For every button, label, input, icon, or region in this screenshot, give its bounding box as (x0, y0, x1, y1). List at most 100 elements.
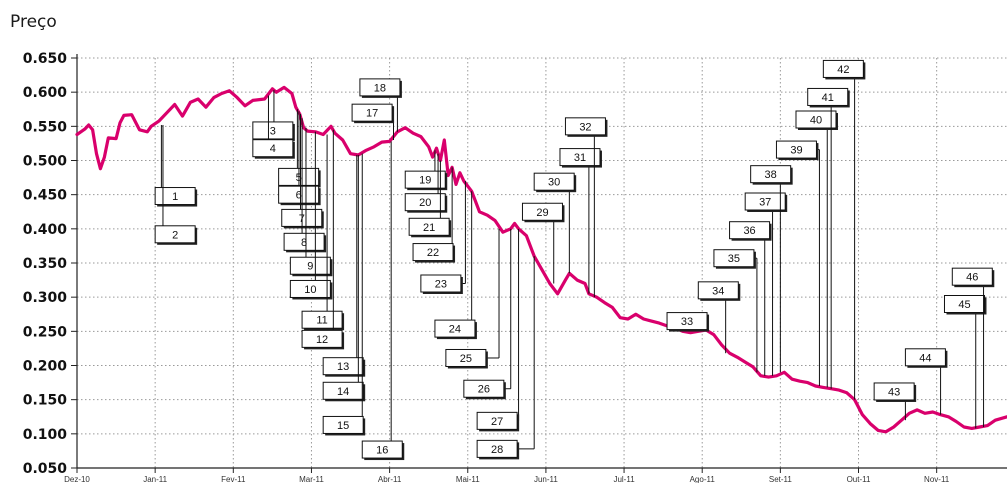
annotation-box (322, 357, 364, 376)
annotation-label: 29 (536, 207, 548, 219)
annotation-callout: 44 (904, 348, 948, 415)
annotation-box (463, 379, 505, 398)
annotation-label: 21 (423, 222, 435, 234)
annotation-callout: 8 (283, 118, 327, 253)
annotation-callout: 45 (943, 295, 987, 429)
annotation-callout: 22 (412, 167, 456, 263)
annotation-label: 34 (712, 285, 724, 297)
annotation-box (750, 165, 792, 184)
annotation-label: 22 (427, 247, 439, 259)
annotation-box (795, 110, 837, 129)
annotation-callout: 32 (564, 117, 608, 298)
annotation-label: 2 (172, 229, 178, 241)
x-tick-label: Nov-11 (924, 475, 950, 483)
y-tick-label: 0.500 (23, 154, 68, 170)
y-tick-label: 0.100 (23, 427, 68, 443)
annotation-box (359, 78, 401, 97)
annotation-label: 9 (307, 261, 313, 273)
annotation-box (713, 249, 755, 268)
annotation-callout: 26 (463, 228, 512, 400)
annotation-callout: 41 (807, 87, 850, 389)
annotation-callout: 28 (476, 256, 535, 460)
annotation-label: 3 (270, 125, 276, 137)
annotation-label: 12 (316, 334, 328, 346)
annotation-box (322, 381, 364, 400)
annotation-callout: 10 (289, 131, 333, 300)
annotation-box (445, 348, 487, 367)
y-tick-label: 0.250 (23, 324, 68, 340)
annotation-callout: 42 (822, 59, 866, 400)
y-tick-label: 0.550 (23, 119, 68, 135)
annotation-label: 38 (765, 169, 777, 181)
annotation-label: 41 (822, 92, 834, 104)
y-tick-label: 0.300 (23, 290, 68, 306)
annotation-box (252, 121, 294, 140)
annotation-label: 42 (837, 64, 849, 76)
y-tick-label: 0.450 (23, 188, 68, 204)
annotation-callout: 18 (359, 78, 402, 132)
annotation-label: 6 (296, 190, 302, 202)
annotation-callout: 19 (404, 150, 448, 191)
annotation-callout: 23 (420, 181, 466, 294)
annotation-box (252, 139, 294, 158)
y-tick-label: 0.200 (23, 359, 68, 375)
annotation-callout: 40 (795, 110, 838, 388)
annotation-label: 32 (579, 121, 591, 133)
annotation-label: 26 (478, 384, 490, 396)
annotation-callout: 35 (713, 249, 758, 373)
x-tick-label: Out-11 (847, 475, 871, 483)
annotation-label: 13 (337, 361, 349, 373)
x-tick-label: Fev-11 (221, 475, 246, 483)
annotation-label: 1 (172, 191, 178, 203)
annotation-label: 4 (270, 143, 276, 155)
y-tick-label: 0.150 (23, 393, 68, 409)
annotation-callout: 36 (729, 221, 772, 376)
annotation-box (420, 274, 462, 293)
annotations: 1234567891011121314151617181920212223242… (154, 59, 995, 461)
annotation-box (289, 256, 331, 275)
annotation-callout: 20 (404, 153, 448, 213)
annotation-label: 17 (366, 108, 378, 120)
annotation-label: 31 (574, 152, 586, 164)
annotation-label: 44 (919, 352, 931, 364)
annotation-box (404, 193, 446, 212)
x-tick-label: Ago-11 (690, 475, 716, 483)
annotation-callout: 9 (289, 127, 333, 277)
annotation-callout: 25 (445, 228, 500, 369)
annotation-box (404, 170, 446, 189)
annotation-box (289, 279, 331, 298)
annotation-box (666, 312, 708, 331)
annotation-callout: 39 (775, 140, 820, 386)
annotation-callout: 13 (322, 155, 366, 377)
annotation-label: 46 (966, 272, 978, 284)
annotation-label: 25 (460, 353, 472, 365)
annotation-label: 43 (888, 386, 900, 398)
annotation-box (873, 382, 915, 401)
annotation-callout: 12 (301, 129, 345, 350)
annotation-label: 24 (449, 324, 461, 336)
annotation-callout: 31 (559, 148, 602, 294)
annotation-callout: 27 (476, 228, 520, 432)
x-tick-label: Abr-11 (378, 475, 402, 483)
annotation-box (697, 281, 739, 300)
annotation-callout: 34 (697, 281, 741, 354)
annotation-label: 11 (316, 315, 327, 327)
annotation-callout: 11 (301, 134, 345, 331)
annotation-label: 37 (759, 197, 771, 209)
annotation-label: 33 (681, 316, 693, 328)
annotation-label: 14 (337, 386, 349, 398)
y-tick-label: 0.050 (23, 461, 68, 477)
annotation-box (408, 217, 450, 236)
x-tick-label: Dez-10 (64, 475, 90, 483)
annotation-callout: 15 (322, 153, 366, 436)
annotation-callout: 1 (154, 124, 198, 207)
annotation-callout: 2 (154, 124, 198, 245)
annotation-box (322, 415, 364, 434)
annotation-label: 36 (743, 225, 755, 237)
annotation-box (283, 232, 325, 251)
annotation-callout: 30 (533, 172, 577, 274)
annotation-box (943, 295, 985, 313)
axes: 0.650 0.600 0.550 0.500 0.450 0.400 0.350 0.300… (23, 51, 1007, 483)
annotation-box (361, 440, 403, 459)
